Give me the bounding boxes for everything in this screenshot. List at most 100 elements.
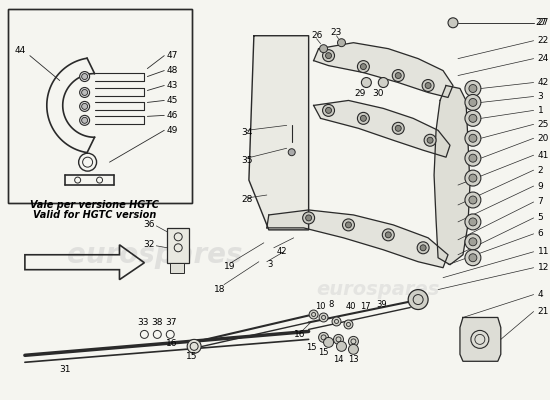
Circle shape xyxy=(81,104,87,110)
Text: 3: 3 xyxy=(537,92,543,101)
Circle shape xyxy=(465,170,481,186)
Circle shape xyxy=(386,232,391,238)
Circle shape xyxy=(81,74,87,80)
Circle shape xyxy=(302,212,315,224)
Circle shape xyxy=(417,242,429,254)
Text: 17: 17 xyxy=(360,302,371,311)
Circle shape xyxy=(349,336,359,346)
Circle shape xyxy=(425,82,431,88)
Circle shape xyxy=(360,64,366,70)
Text: 25: 25 xyxy=(537,120,549,129)
Text: 15: 15 xyxy=(186,352,198,361)
Text: 34: 34 xyxy=(241,128,252,137)
Text: 5: 5 xyxy=(537,214,543,222)
Circle shape xyxy=(465,234,481,250)
Text: 4: 4 xyxy=(537,290,543,299)
Polygon shape xyxy=(267,210,448,268)
Circle shape xyxy=(465,110,481,126)
Circle shape xyxy=(465,94,481,110)
Circle shape xyxy=(358,112,370,124)
Circle shape xyxy=(337,341,346,351)
Circle shape xyxy=(288,149,295,156)
Text: eurospares: eurospares xyxy=(317,280,440,299)
Text: 29: 29 xyxy=(355,89,366,98)
Circle shape xyxy=(465,150,481,166)
Circle shape xyxy=(306,215,312,221)
Text: 43: 43 xyxy=(166,81,178,90)
Circle shape xyxy=(80,102,90,111)
Circle shape xyxy=(81,117,87,123)
Text: 33: 33 xyxy=(138,318,149,327)
Text: 42: 42 xyxy=(277,247,287,256)
Text: 30: 30 xyxy=(372,89,384,98)
Text: 15: 15 xyxy=(306,343,316,352)
Text: 32: 32 xyxy=(143,240,155,249)
Text: 8: 8 xyxy=(328,300,334,309)
Text: 6: 6 xyxy=(537,229,543,238)
Text: 22: 22 xyxy=(537,36,549,45)
Circle shape xyxy=(420,245,426,251)
Circle shape xyxy=(349,344,359,354)
Text: 41: 41 xyxy=(537,151,549,160)
Circle shape xyxy=(333,334,344,344)
Text: 48: 48 xyxy=(166,66,178,75)
Circle shape xyxy=(469,238,477,246)
Circle shape xyxy=(358,61,370,72)
Circle shape xyxy=(469,134,477,142)
Polygon shape xyxy=(434,86,470,265)
Text: 15: 15 xyxy=(318,348,329,357)
Polygon shape xyxy=(249,36,309,230)
Text: Valid for HGTC version: Valid for HGTC version xyxy=(33,210,156,220)
Circle shape xyxy=(319,313,328,322)
Circle shape xyxy=(469,154,477,162)
Circle shape xyxy=(469,196,477,204)
Circle shape xyxy=(360,115,366,121)
Text: 16: 16 xyxy=(294,330,305,339)
Circle shape xyxy=(318,332,328,342)
Text: 19: 19 xyxy=(224,262,235,271)
Polygon shape xyxy=(314,100,450,157)
Text: 42: 42 xyxy=(537,78,549,87)
Text: 36: 36 xyxy=(143,220,155,229)
Circle shape xyxy=(320,45,328,53)
Circle shape xyxy=(343,219,354,231)
Circle shape xyxy=(465,130,481,146)
Text: 35: 35 xyxy=(241,156,252,165)
Circle shape xyxy=(408,290,428,310)
Circle shape xyxy=(361,78,371,88)
Polygon shape xyxy=(314,43,453,98)
Text: 14: 14 xyxy=(333,355,344,364)
Circle shape xyxy=(187,339,201,353)
Circle shape xyxy=(465,192,481,208)
Bar xyxy=(8,9,192,203)
Circle shape xyxy=(81,90,87,96)
Text: 18: 18 xyxy=(214,285,226,294)
Text: Vale per versione HGTC: Vale per versione HGTC xyxy=(30,200,159,210)
Text: 3: 3 xyxy=(267,260,272,269)
Circle shape xyxy=(422,80,434,92)
Text: 2: 2 xyxy=(537,166,543,175)
Circle shape xyxy=(392,70,404,82)
Bar xyxy=(170,263,184,273)
Text: 26: 26 xyxy=(311,31,322,40)
Circle shape xyxy=(80,72,90,82)
Circle shape xyxy=(469,98,477,106)
Circle shape xyxy=(382,229,394,241)
Circle shape xyxy=(469,218,477,226)
Text: 13: 13 xyxy=(349,355,359,364)
Polygon shape xyxy=(460,318,501,361)
Text: 7: 7 xyxy=(537,198,543,206)
Circle shape xyxy=(395,72,401,78)
Circle shape xyxy=(395,125,401,131)
Text: 37: 37 xyxy=(165,318,177,327)
Circle shape xyxy=(345,222,351,228)
Circle shape xyxy=(80,115,90,125)
Text: 46: 46 xyxy=(166,111,178,120)
Circle shape xyxy=(326,108,332,113)
Circle shape xyxy=(322,50,334,62)
Circle shape xyxy=(469,254,477,262)
Circle shape xyxy=(338,39,345,47)
Text: 31: 31 xyxy=(60,365,72,374)
Circle shape xyxy=(323,337,333,347)
Text: 23: 23 xyxy=(331,28,342,37)
